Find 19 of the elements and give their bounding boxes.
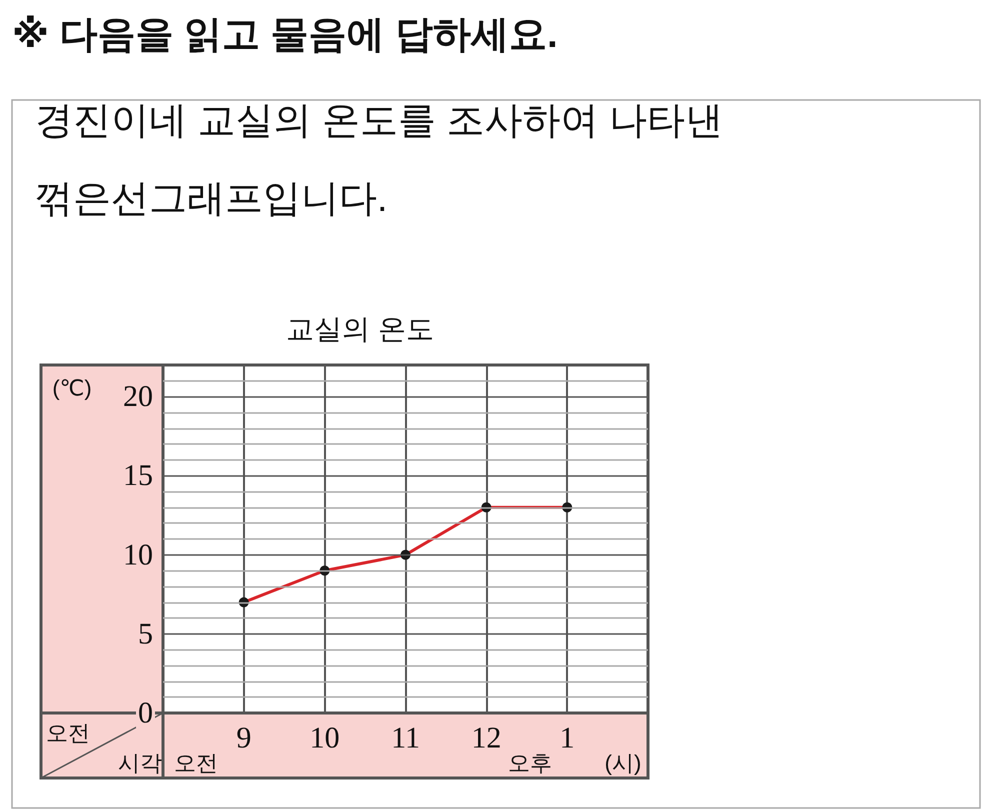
text: 시각 [118,750,162,776]
y-axis-title: (℃) [52,376,92,400]
x-tick-label: 10 [310,722,340,754]
y-tick-label: 5 [138,617,153,650]
y-tick-label: 20 [123,380,153,414]
text: 경진이네 교실의 온도를 조사하여 나타낸 꺾은선그래프입니다. [35,100,734,220]
y-tick-label: 10 [123,538,153,572]
text: 오전 [174,750,218,776]
text: 오후 [508,750,552,776]
x-tick-label: 12 [471,722,502,754]
text: ※ 다음을 읽고 물음에 답하세요. [12,14,558,56]
x-tick-label: 1 [560,722,575,754]
x-tick-label: 11 [391,722,420,754]
chart-title: 교실의 온도 [286,314,434,344]
y-tick-label: 0 [138,696,153,730]
text: 오전 [46,720,90,746]
y-tick-label: 15 [123,459,153,492]
x-axis-title: (시) [604,750,642,776]
x-tick-label: 9 [236,722,252,754]
